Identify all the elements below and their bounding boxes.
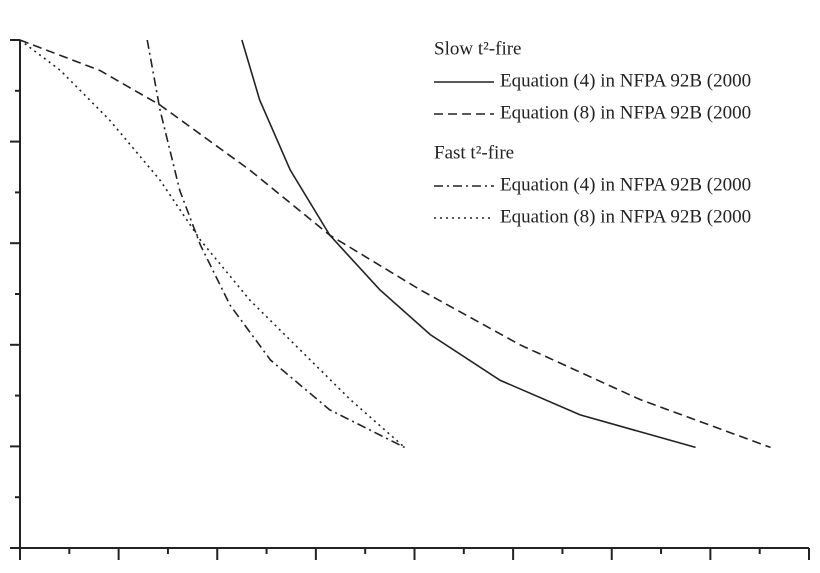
line	[146, 39, 405, 449]
legend-label: Equation (8) in NFPA 92B (2000	[500, 206, 751, 227]
legend-title: Slow t²-fire	[434, 38, 522, 59]
legend-label: Equation (8) in NFPA 92B (2000	[500, 102, 751, 123]
legend-label: Equation (4) in NFPA 92B (2000	[500, 70, 751, 91]
line	[19, 39, 771, 449]
legend-label: Equation (4) in NFPA 92B (2000	[500, 174, 751, 195]
line	[241, 39, 696, 449]
legend-title: Fast t²-fire	[434, 142, 514, 163]
line	[19, 39, 406, 449]
